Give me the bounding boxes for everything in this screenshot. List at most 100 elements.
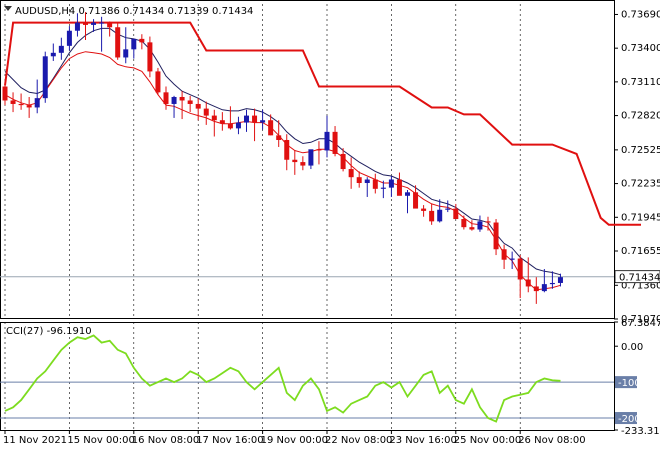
main-title: AUDUSD,H4 0.71386 0.71434 0.71339 0.7143… xyxy=(15,6,253,17)
price-axis: 0.73690 0.73400 0.73110 0.72820 0.72525 0.722… xyxy=(614,9,660,325)
candle-bull xyxy=(509,258,515,260)
time-tick-label: 11 Nov 2021 xyxy=(3,435,67,446)
cci-level-box xyxy=(615,412,637,425)
time-tick-label: 19 Nov 00:00 xyxy=(261,435,328,446)
price-tick-label: 0.73110 xyxy=(621,77,660,88)
candle-bull xyxy=(364,179,370,184)
candle-bear xyxy=(155,71,161,93)
cci-axis: 67.3847 0.00 -100 -200-233.315 xyxy=(614,318,660,437)
candle-bull xyxy=(324,131,330,151)
price-tick-label: 0.73690 xyxy=(621,9,660,20)
time-tick-label: 16 Nov 08:00 xyxy=(132,435,199,446)
candle-bear xyxy=(485,221,491,223)
candle-bull xyxy=(549,282,555,285)
candle-bear xyxy=(372,179,378,189)
price-tick-label: 0.72235 xyxy=(621,179,660,190)
candle-bear xyxy=(533,286,539,292)
moving-average-lower-line xyxy=(4,51,561,291)
candle-bull xyxy=(260,120,266,123)
candle-bear xyxy=(493,222,499,250)
candle-bull xyxy=(123,49,129,58)
price-tick-label: 0.71070 xyxy=(621,314,660,325)
candle-bear xyxy=(292,159,298,163)
cci-tick-label: 67.3847 xyxy=(621,318,660,329)
candle-bear xyxy=(469,227,475,230)
candle-bear xyxy=(429,210,435,222)
cci-title: CCI(27) -96.1910 xyxy=(6,326,92,337)
candle-bear xyxy=(107,22,113,28)
candle-bear xyxy=(2,86,8,101)
candle-bull xyxy=(58,45,64,53)
candle-bear xyxy=(211,115,217,121)
time-tick-label: 26 Nov 08:00 xyxy=(518,435,585,446)
candle-bull xyxy=(445,208,451,210)
candle-bear xyxy=(421,208,427,211)
candle-bear xyxy=(18,103,24,106)
candle-bear xyxy=(276,135,282,140)
candle-bear xyxy=(268,120,274,136)
candle-bear xyxy=(348,169,354,178)
candle-bull xyxy=(308,149,314,166)
candle-bear xyxy=(179,96,185,101)
last-price-box xyxy=(614,270,660,284)
cci-level-label: -100 xyxy=(618,378,641,389)
candle-bull xyxy=(50,52,56,57)
candle-bear xyxy=(396,179,402,196)
candle-bear xyxy=(10,100,16,104)
candle-bull xyxy=(99,22,105,24)
chart-menu-icon[interactable] xyxy=(4,6,12,11)
candle-bear xyxy=(501,249,507,260)
price-tick-label: 0.71945 xyxy=(621,212,660,223)
candle-bull xyxy=(66,30,72,46)
cci-plot xyxy=(0,334,614,423)
candle-bear xyxy=(340,153,346,170)
cci-tick-label: -233.315 xyxy=(621,426,660,437)
candle-bull xyxy=(244,115,249,123)
candle-bull xyxy=(171,96,177,104)
candle-bear xyxy=(413,192,419,209)
cci-panel-frame xyxy=(0,322,615,431)
candle-bear xyxy=(147,42,153,72)
candle-bull xyxy=(380,187,386,189)
candle-bear xyxy=(517,258,523,280)
last-price-label: 0.71434 xyxy=(619,273,660,284)
candle-bear xyxy=(187,100,193,104)
candle-bull xyxy=(42,56,48,99)
time-tick-label: 22 Nov 08:00 xyxy=(325,435,392,446)
price-tick-label: 0.72820 xyxy=(621,111,660,122)
candle-bear xyxy=(284,139,290,160)
candle-bull xyxy=(541,284,547,292)
price-tick-label: 0.71655 xyxy=(621,246,660,257)
candle-bull xyxy=(235,122,241,129)
candle-bull xyxy=(405,192,410,196)
candle-bear xyxy=(83,22,88,25)
candle-bear xyxy=(453,208,459,220)
candle-bull xyxy=(437,209,443,222)
candle-bear xyxy=(525,279,531,287)
candle-bear xyxy=(203,108,209,116)
candle-bull xyxy=(388,179,394,188)
time-tick-label: 15 Nov 00:00 xyxy=(67,435,134,446)
price-tick-label: 0.73400 xyxy=(621,43,660,54)
cci-line xyxy=(4,334,561,423)
cci-tick-label: 0.00 xyxy=(621,342,643,353)
price-tick-label: 0.71360 xyxy=(621,280,660,291)
candle-bear xyxy=(356,177,362,184)
cci-level-label: -200 xyxy=(618,414,641,425)
time-tick-label: 25 Nov 00:00 xyxy=(454,435,521,446)
candle-bear xyxy=(115,27,121,58)
candle-bear xyxy=(195,103,201,109)
price-tick-label: 0.72525 xyxy=(621,145,660,156)
candle-bear xyxy=(316,149,322,151)
cci-level-box xyxy=(615,376,637,389)
candle-bear xyxy=(332,131,338,154)
candle-bear xyxy=(219,120,225,124)
main-plot xyxy=(2,12,641,304)
candle-bear xyxy=(461,219,467,228)
candle-bull xyxy=(131,38,137,50)
moving-average-upper-line xyxy=(4,27,561,276)
upper-band-line xyxy=(4,21,641,226)
candle-bear xyxy=(163,92,169,104)
